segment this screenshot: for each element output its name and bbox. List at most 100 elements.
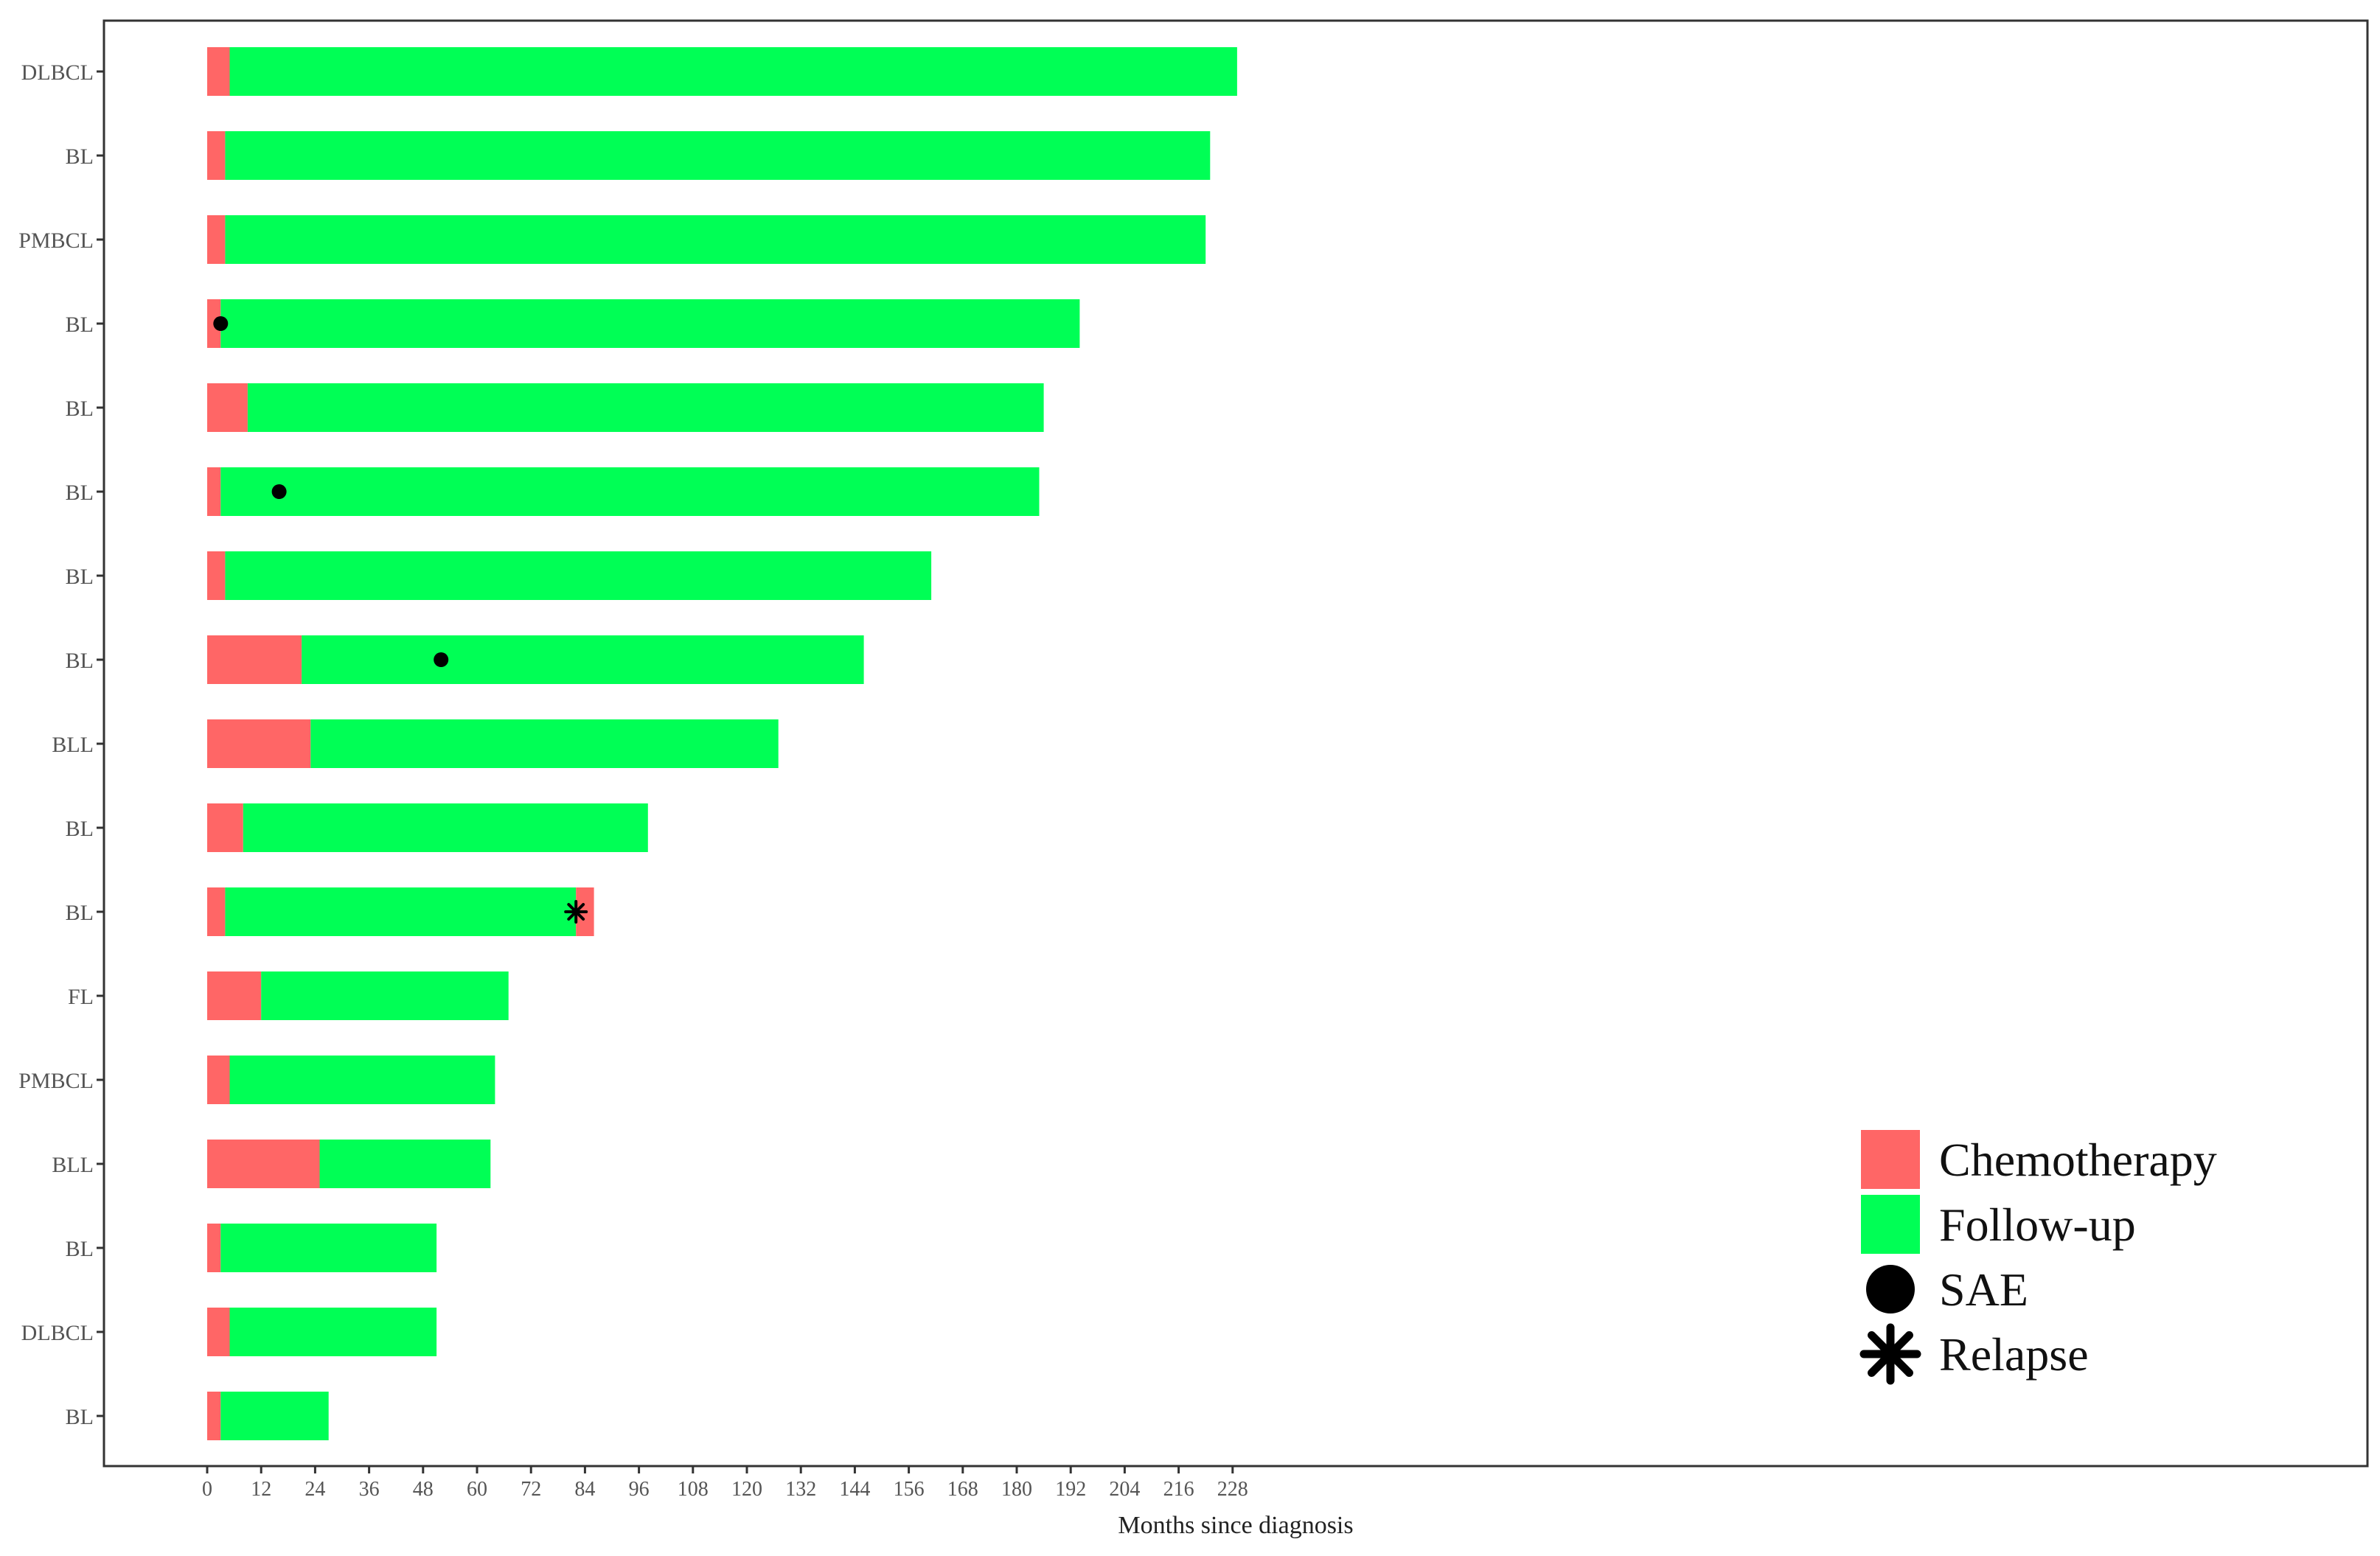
follow-up-bar-row14-seg2 xyxy=(319,1140,491,1188)
follow-up-bar-row10-seg2 xyxy=(243,803,648,852)
patient-row-17 xyxy=(207,1392,329,1440)
x-tick-label: 0 xyxy=(202,1478,212,1501)
patient-row-10 xyxy=(207,803,648,852)
legend-label-chemo: Chemotherapy xyxy=(1939,1134,2217,1186)
y-tick-label: BL xyxy=(66,565,94,589)
follow-up-bar-row9-seg2 xyxy=(310,719,779,768)
patient-row-5 xyxy=(207,383,1044,432)
chemotherapy-bar-row15-seg1 xyxy=(207,1224,221,1272)
follow-up-bar-row2-seg2 xyxy=(225,131,1211,180)
legend-relapse-symbol xyxy=(1859,1323,1921,1385)
patient-row-4 xyxy=(207,299,1080,348)
chemotherapy-bar-row13-seg1 xyxy=(207,1056,230,1104)
chemotherapy-bar-row6-seg1 xyxy=(207,467,221,516)
y-tick-label: FL xyxy=(68,985,94,1009)
patient-row-8 xyxy=(207,635,864,684)
patient-row-3 xyxy=(207,215,1206,264)
legend-label-followup: Follow-up xyxy=(1939,1199,2136,1251)
follow-up-bar-row5-seg2 xyxy=(247,383,1044,432)
y-tick-label: BL xyxy=(66,481,94,505)
chemotherapy-bar-row17-seg1 xyxy=(207,1392,221,1440)
patient-row-12 xyxy=(207,971,509,1020)
legend-item-relapse: Relapse xyxy=(1859,1323,2089,1385)
legend-swatch-followup xyxy=(1861,1195,1920,1254)
chemotherapy-bar-row9-seg1 xyxy=(207,719,311,768)
legend-swatch-chemo xyxy=(1861,1130,1920,1189)
chemotherapy-bar-row10-seg1 xyxy=(207,803,243,852)
patient-row-16 xyxy=(207,1308,437,1356)
chemotherapy-bar-row11-seg1 xyxy=(207,887,226,936)
follow-up-bar-row17-seg2 xyxy=(220,1392,329,1440)
follow-up-bar-row16-seg2 xyxy=(229,1308,437,1356)
y-tick-label: PMBCL xyxy=(18,1069,94,1093)
patient-row-14 xyxy=(207,1140,491,1188)
patient-row-7 xyxy=(207,551,932,600)
x-tick-label: 108 xyxy=(678,1478,709,1501)
chemotherapy-bar-row5-seg1 xyxy=(207,383,248,432)
patient-row-2 xyxy=(207,131,1211,180)
y-tick-label: PMBCL xyxy=(18,228,94,253)
x-tick-label: 168 xyxy=(947,1478,978,1501)
sae-marker-row4 xyxy=(213,316,229,331)
x-axis-title: Months since diagnosis xyxy=(1118,1512,1353,1539)
legend: Chemotherapy Follow-up SAE Relapse xyxy=(1859,1130,2217,1385)
legend-label-sae: SAE xyxy=(1939,1263,2028,1316)
y-tick-label: BL xyxy=(66,1237,94,1261)
x-tick-label: 216 xyxy=(1163,1478,1194,1501)
x-axis: 0 12 24 36 48 60 72 84 96 108 120 132 144 156 168 180 19… xyxy=(202,1466,1248,1501)
x-tick-label: 144 xyxy=(839,1478,870,1501)
follow-up-bar-row1-seg2 xyxy=(229,47,1237,96)
chemotherapy-bar-row7-seg1 xyxy=(207,551,226,600)
x-tick-label: 24 xyxy=(305,1478,325,1501)
patient-row-13 xyxy=(207,1056,495,1104)
relapse-asterisk-stroke xyxy=(567,903,585,921)
x-tick-label: 60 xyxy=(467,1478,487,1501)
x-tick-label: 84 xyxy=(574,1478,595,1501)
legend-item-followup: Follow-up xyxy=(1861,1195,2136,1254)
bars-layer xyxy=(207,47,1237,1440)
x-tick-label: 36 xyxy=(359,1478,380,1501)
follow-up-bar-row15-seg2 xyxy=(220,1224,437,1272)
chemotherapy-bar-row12-seg1 xyxy=(207,971,262,1020)
relapse-asterisk-stroke xyxy=(1868,1331,1913,1377)
follow-up-bar-row4-seg2 xyxy=(220,299,1080,348)
patient-row-1 xyxy=(207,47,1237,96)
x-tick-label: 120 xyxy=(731,1478,762,1501)
y-tick-label: BLL xyxy=(52,733,94,757)
y-tick-label: BL xyxy=(66,397,94,421)
x-tick-label: 72 xyxy=(521,1478,541,1501)
y-tick-label: BL xyxy=(66,901,94,925)
legend-sae-symbol xyxy=(1866,1265,1915,1313)
chemotherapy-bar-row2-seg1 xyxy=(207,131,226,180)
follow-up-bar-row7-seg2 xyxy=(225,551,932,600)
y-tick-label: DLBCL xyxy=(21,1321,94,1345)
sae-marker-row6 xyxy=(271,484,287,499)
relapse-marker-row11 xyxy=(564,900,588,924)
follow-up-bar-row8-seg2 xyxy=(302,635,864,684)
chemotherapy-bar-row1-seg1 xyxy=(207,47,230,96)
y-tick-label: BL xyxy=(66,817,94,841)
sae-marker-row8 xyxy=(434,652,449,667)
chemotherapy-bar-row16-seg1 xyxy=(207,1308,230,1356)
x-tick-label: 48 xyxy=(413,1478,434,1501)
follow-up-bar-row11-seg2 xyxy=(225,887,577,936)
x-tick-label: 132 xyxy=(785,1478,816,1501)
events-layer xyxy=(213,316,588,924)
x-tick-label: 96 xyxy=(629,1478,650,1501)
follow-up-bar-row13-seg2 xyxy=(229,1056,495,1104)
y-tick-label: BLL xyxy=(52,1153,94,1177)
chemotherapy-bar-row3-seg1 xyxy=(207,215,226,264)
y-tick-label: BL xyxy=(66,1405,94,1429)
y-tick-label: BL xyxy=(66,144,94,169)
patient-row-11 xyxy=(207,887,594,936)
patient-row-15 xyxy=(207,1224,437,1272)
x-tick-label: 204 xyxy=(1109,1478,1140,1501)
x-tick-label: 12 xyxy=(251,1478,271,1501)
follow-up-bar-row3-seg2 xyxy=(225,215,1206,264)
x-tick-label: 228 xyxy=(1217,1478,1248,1501)
y-axis: DLBCL BL PMBCL BL BL BL BL BL BLL BL BL FL PMBCL BLL B… xyxy=(18,60,104,1429)
patient-row-9 xyxy=(207,719,779,768)
follow-up-bar-row12-seg2 xyxy=(261,971,509,1020)
follow-up-bar-row6-seg2 xyxy=(220,467,1040,516)
